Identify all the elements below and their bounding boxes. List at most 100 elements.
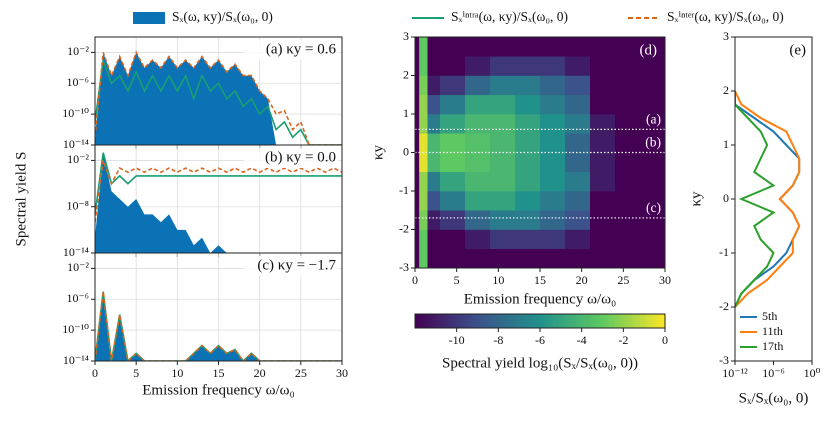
heatmap-cell (465, 37, 491, 57)
heatmap-cell (640, 171, 666, 192)
legend-label: 11th (762, 324, 783, 338)
heatmap-cell (590, 152, 616, 173)
heatmap-cell (565, 94, 591, 115)
heatmap-cell (490, 56, 516, 76)
heatmap-cell (419, 171, 428, 192)
y-tick-label: 10⁻⁶ (66, 75, 89, 89)
y-tick-label: 10⁻¹⁴ (63, 353, 89, 367)
colorbar-step (493, 314, 497, 328)
heatmap-cell (427, 114, 441, 134)
colorbar-step (624, 314, 628, 328)
colorbar-step (518, 314, 522, 328)
heatmap-cell (427, 152, 441, 173)
heatmap-cell (565, 56, 591, 76)
y-tick-label: 2 (723, 83, 729, 97)
colorbar-label: Spectral yield log₁₀(Sₓ/Sₓ(ω₀, 0)) (442, 355, 638, 371)
legend-swatch (133, 12, 165, 24)
colorbar-step (486, 314, 491, 328)
heatmap-cell (415, 248, 420, 269)
heatmap-cell (515, 210, 541, 230)
colorbar-step (530, 314, 535, 328)
heatmap-cell (540, 75, 566, 96)
heatmap-cell (540, 191, 566, 211)
heatmap-cell (540, 171, 566, 192)
heatmap-cell (427, 171, 441, 192)
legend-label: 17th (762, 339, 783, 353)
heatmap-cell (440, 56, 466, 76)
heatmap-cell (640, 133, 666, 153)
colorbar-step (505, 314, 510, 328)
heatmap-cell (615, 56, 641, 76)
heatmap-cell (615, 210, 641, 230)
colorbar-step (440, 314, 444, 328)
y-tick-label: 1 (723, 137, 729, 151)
colorbar-tick-label: -10 (449, 333, 465, 347)
colorbar-step (646, 314, 650, 328)
colorbar-step (655, 314, 660, 328)
heatmap-cell (540, 152, 566, 173)
annotation-bg (244, 256, 339, 276)
heatmap-cell (565, 37, 591, 57)
heatmap-cell (490, 191, 516, 211)
colorbar-step (415, 314, 419, 328)
heatmap-cell (419, 133, 428, 153)
colorbar-step (543, 314, 547, 328)
x-tick-label: 25 (617, 273, 629, 287)
colorbar-step (427, 314, 432, 328)
colorbar-step (658, 314, 663, 328)
heatmap-cell (440, 171, 466, 192)
y-tick-label: 10⁻² (67, 44, 89, 58)
heatmap-cell (440, 114, 466, 134)
heatmap-cell (465, 171, 491, 192)
heatmap-cell (490, 248, 516, 269)
colorbar-step (602, 314, 607, 328)
heatmap-cell (515, 37, 541, 57)
heatmap-cell (615, 75, 641, 96)
heatmap-cell (415, 152, 420, 173)
heatmap-cell (440, 210, 466, 230)
colorbar-step (561, 314, 566, 328)
colorbar-step (452, 314, 457, 328)
heatmap-cell (465, 75, 491, 96)
heatmap-cell (515, 171, 541, 192)
heatmap-cell (590, 229, 616, 250)
heatmap-cell (465, 114, 491, 134)
y-tick-label: 10⁻⁸ (66, 198, 89, 212)
line (735, 90, 801, 308)
heatmap-cell (419, 229, 428, 250)
colorbar-step (643, 314, 647, 328)
heatmap-cell (415, 133, 420, 153)
colorbar-tick-label: 0 (662, 333, 668, 347)
heatmap-cell (415, 171, 420, 192)
x-axis-label: Emission frequency ω/ω₀ (464, 291, 616, 307)
colorbar-step (430, 314, 435, 328)
y-tick-label: -3 (719, 353, 729, 367)
colorbar-step (593, 314, 597, 328)
heatmap-cell (640, 229, 666, 250)
heatmap-cell (615, 191, 641, 211)
annotation-bg (244, 148, 339, 168)
heatmap-cell (427, 191, 441, 211)
heatmap-cell (415, 75, 420, 96)
heatmap-cell (415, 191, 420, 211)
colorbar-step (424, 314, 428, 328)
colorbar-step (661, 314, 666, 328)
legend: Sₓ(ω, κy)/Sₓ(ω₀, 0) Sₓⁱⁿᵗʳᵃ(ω, κy)/Sₓ(ω₀… (133, 9, 784, 24)
colorbar-step (499, 314, 503, 328)
colorbar-step (568, 314, 572, 328)
colorbar-step (536, 314, 541, 328)
y-tick-label: 0 (403, 144, 409, 158)
colorbar-step (515, 314, 519, 328)
heatmap-cell (415, 229, 420, 250)
heatmap-cell (490, 75, 516, 96)
heatmap-cell (640, 94, 666, 115)
heatmap-cell (490, 133, 516, 153)
legend-label: 5th (762, 309, 777, 323)
heatmap-cell (590, 133, 616, 153)
colorbar-step (477, 314, 482, 328)
heatmap-cell (490, 114, 516, 134)
colorbar-step (555, 314, 560, 328)
heatmap-cell (440, 248, 466, 269)
colorbar-step (621, 314, 625, 328)
